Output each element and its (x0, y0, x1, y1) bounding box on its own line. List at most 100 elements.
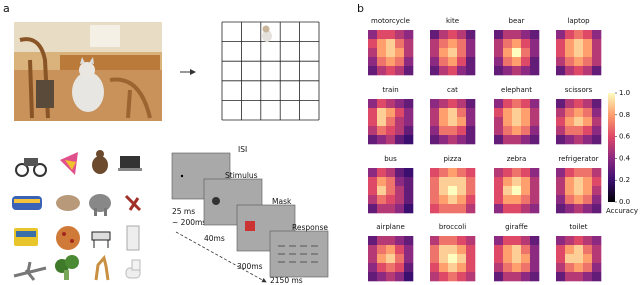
heatmap-cell (430, 195, 440, 205)
heatmap-cell (556, 117, 566, 127)
heatmap-cell (430, 48, 440, 58)
heatmap-cell (457, 66, 467, 76)
duration-label: 40ms (204, 234, 225, 243)
heatmap-cell (592, 177, 602, 187)
heatmap-cell (439, 177, 449, 187)
heatmap-cell (386, 30, 396, 40)
heatmap-cell (404, 30, 414, 40)
heatmap-cell (556, 245, 566, 255)
heatmap-cell (494, 66, 504, 76)
heatmap-cell (439, 108, 449, 118)
heatmap-cell (448, 177, 458, 187)
heatmap-cell (512, 99, 522, 109)
heatmap-cell (583, 186, 593, 196)
heatmap-cell (556, 48, 566, 58)
heatmap-cell (404, 108, 414, 118)
heatmap-cell (457, 177, 467, 187)
heatmap-cell (466, 177, 476, 187)
heatmap-cell (556, 39, 566, 49)
time-arrow (175, 231, 267, 283)
heatmap-cell (592, 39, 602, 49)
heatmap-cell (395, 177, 405, 187)
heatmap-cell (377, 236, 387, 246)
heatmap-cell (583, 177, 593, 187)
colorbar-tick-label: 0.8 (619, 111, 630, 119)
heatmap-cell (494, 272, 504, 282)
heatmap-title: broccoli (439, 223, 466, 231)
heatmap-cell (448, 99, 458, 109)
heatmap-cell (448, 117, 458, 127)
heatmap-cell (494, 135, 504, 145)
heatmap-cell (503, 195, 513, 205)
heatmap-cell (466, 263, 476, 273)
heatmap-cell (466, 272, 476, 282)
heatmap-cell (377, 272, 387, 282)
heatmap-cell (386, 168, 396, 178)
heatmap-cell (457, 195, 467, 205)
heatmap-title: giraffe (505, 223, 528, 231)
heatmap-cell (583, 39, 593, 49)
heatmap-cell (395, 245, 405, 255)
heatmap-cell (512, 168, 522, 178)
heatmap-cell (386, 177, 396, 187)
heatmap-cell (512, 135, 522, 145)
heatmap-cell (430, 108, 440, 118)
heatmap-cell (521, 204, 531, 214)
heatmap-cell (466, 168, 476, 178)
cat-icon (262, 30, 272, 42)
heatmap-cell (386, 39, 396, 49)
heatmap-cell (430, 186, 440, 196)
heatmap-cell (457, 108, 467, 118)
heatmap-cell (565, 39, 575, 49)
heatmap-cell (512, 195, 522, 205)
heatmap-cell (512, 236, 522, 246)
heatmap-cell (503, 39, 513, 49)
heatmap-cell (386, 99, 396, 109)
heatmap-cell (530, 245, 540, 255)
heatmap-cell (521, 57, 531, 67)
heatmap-cell (466, 57, 476, 67)
heatmap-cell (530, 117, 540, 127)
heatmap-cell (395, 48, 405, 58)
colorbar-label: Accuracy (606, 207, 638, 215)
heatmap-title: bear (509, 17, 525, 25)
heatmap-cell (503, 117, 513, 127)
heatmap-cell (395, 254, 405, 264)
heatmap-cell (565, 135, 575, 145)
heatmap-cell (556, 135, 566, 145)
heatmap-cell (556, 126, 566, 136)
heatmap-cell (556, 177, 566, 187)
heatmap-cell (521, 108, 531, 118)
heatmap-cell (512, 204, 522, 214)
colorbar-tick-label: 0.0 (619, 198, 630, 206)
heatmap-title: laptop (567, 17, 590, 25)
heatmap-cell (377, 254, 387, 264)
heatmap-cell (439, 195, 449, 205)
heatmap-cell (457, 57, 467, 67)
heatmap-cell (466, 195, 476, 205)
heatmap-cell (494, 236, 504, 246)
heatmap-cell (494, 263, 504, 273)
heatmap-cell (386, 195, 396, 205)
heatmap-cell (457, 99, 467, 109)
heatmap-cell (386, 48, 396, 58)
heatmap-cell (494, 126, 504, 136)
heatmap-cell (457, 117, 467, 127)
heatmap-cell (556, 254, 566, 264)
heatmap-cell (521, 245, 531, 255)
heatmap-cell (592, 99, 602, 109)
heatmap-cell (583, 195, 593, 205)
heatmap-cell (512, 39, 522, 49)
heatmap-cell (395, 263, 405, 273)
heatmap-cell (583, 57, 593, 67)
heatmap-cell (457, 263, 467, 273)
heatmap-cell (368, 236, 378, 246)
heatmap-cell (494, 254, 504, 264)
heatmap-cell (565, 263, 575, 273)
duration-label: 300ms (237, 262, 263, 271)
heatmap-cell (592, 66, 602, 76)
heatmap-cell (494, 195, 504, 205)
heatmap-cell (466, 117, 476, 127)
heatmap-cell (530, 186, 540, 196)
heatmap-cell (466, 66, 476, 76)
